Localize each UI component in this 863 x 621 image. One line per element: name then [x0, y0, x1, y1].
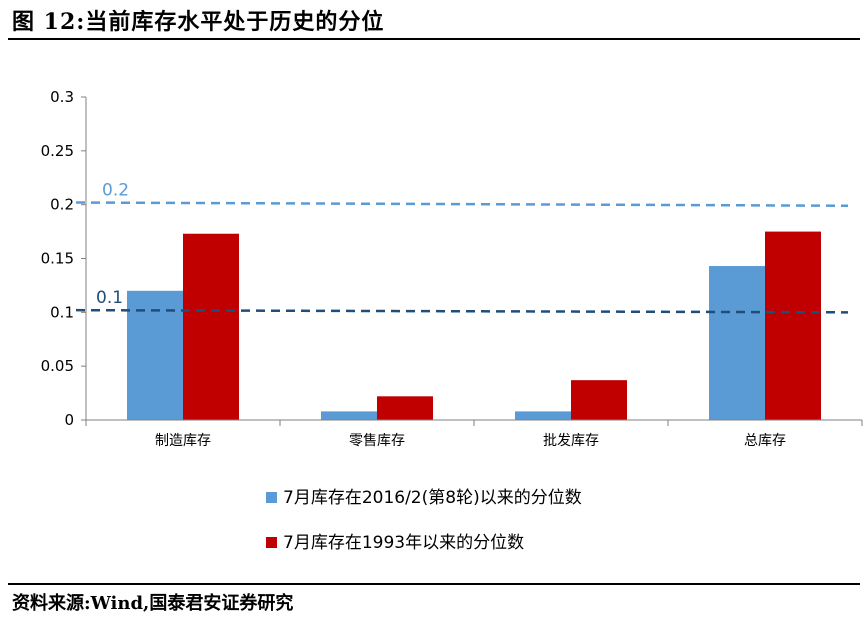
- legend-item-series-2: 7月库存在1993年以来的分位数: [266, 528, 524, 553]
- reference-lines: 0.2 0.1: [75, 181, 849, 314]
- y-tick-label: 0.2: [50, 196, 74, 214]
- y-axis: 0 0.05 0.1 0.15 0.2 0.25 0.3: [41, 88, 87, 429]
- bars-group: [127, 231, 821, 420]
- x-axis: 制造库存 零售库存 批发库存 总库存: [85, 419, 863, 449]
- bar-series1-2: [515, 411, 571, 420]
- bar-series2-3: [765, 231, 821, 420]
- category-label: 制造库存: [155, 433, 211, 449]
- legend-item-series-1: 7月库存在2016/2(第8轮)以来的分位数: [266, 483, 582, 508]
- legend-swatch-blue: [266, 492, 277, 503]
- legend-swatch-red: [266, 537, 277, 548]
- y-tick-label: 0.1: [50, 303, 74, 321]
- reference-line-label-1: 0.1: [96, 288, 123, 308]
- y-tick-label: 0.25: [41, 142, 74, 160]
- category-label: 零售库存: [349, 433, 405, 449]
- source-note: 资料来源:Wind,国泰君安证券研究: [12, 593, 294, 614]
- bar-series2-0: [183, 233, 239, 420]
- bar-series1-3: [709, 266, 765, 420]
- bar-series2-1: [377, 396, 433, 420]
- category-label: 批发库存: [543, 433, 599, 449]
- figure-title: 图 12:当前库存水平处于历史的分位: [12, 9, 385, 35]
- y-tick-label: 0: [64, 411, 74, 429]
- top-rule: [8, 38, 860, 40]
- reference-line-label-0: 0.2: [102, 181, 129, 201]
- bar-series1-0: [127, 290, 183, 420]
- y-tick-label: 0.05: [41, 357, 74, 375]
- reference-line-1: [75, 308, 849, 314]
- category-label: 总库存: [744, 433, 786, 449]
- legend-label-series-1: 7月库存在2016/2(第8轮)以来的分位数: [283, 488, 582, 508]
- bottom-rule: [8, 583, 860, 585]
- bar-series1-1: [321, 411, 377, 420]
- legend-label-series-2: 7月库存在1993年以来的分位数: [283, 533, 525, 553]
- bar-series2-2: [571, 380, 627, 420]
- y-tick-label: 0.3: [50, 88, 74, 106]
- y-tick-label: 0.15: [41, 250, 74, 268]
- reference-line-0: [75, 201, 849, 207]
